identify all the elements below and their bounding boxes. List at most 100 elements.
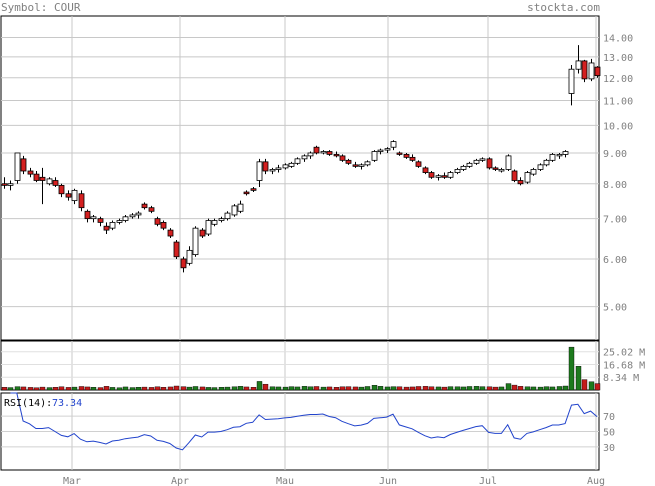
volume-bar <box>390 386 397 391</box>
volume-bar <box>78 386 85 391</box>
price-tick-label: 13.00 <box>603 53 633 64</box>
rsi-label: RSI(14): <box>4 398 52 409</box>
candle-body <box>243 191 250 195</box>
candle-body <box>180 258 187 269</box>
volume-tick-label: 16.68 M <box>603 360 645 371</box>
candle-body <box>46 178 53 185</box>
volume-bar <box>377 386 384 391</box>
candle-body <box>282 164 289 169</box>
candle-body <box>218 218 225 221</box>
volume-bar <box>116 387 123 391</box>
candle-body <box>313 146 320 154</box>
volume-bar <box>435 386 442 391</box>
symbol-value: COUR <box>53 1 81 14</box>
candle-body <box>237 203 244 212</box>
x-tick-label: Aug <box>587 476 605 486</box>
candle-body <box>33 173 40 181</box>
x-tick-label: Mar <box>63 476 81 486</box>
volume-bar <box>530 386 537 391</box>
volume-bar <box>428 386 435 391</box>
candle-body <box>428 172 435 178</box>
candle-body <box>396 152 403 155</box>
candle-body <box>377 149 384 152</box>
candle-body <box>71 189 78 202</box>
volume-bar <box>243 386 250 391</box>
candle-body <box>364 161 371 166</box>
volume-bar <box>339 386 346 391</box>
volume-bar <box>415 386 422 391</box>
volume-bar <box>466 386 473 391</box>
candle-body <box>1 183 8 186</box>
candle-body <box>447 172 454 178</box>
volume-bar <box>20 386 27 391</box>
candle-body <box>466 162 473 167</box>
candle-body <box>333 154 340 157</box>
candle-body <box>52 180 59 186</box>
candle-body <box>148 207 155 212</box>
volume-bar <box>97 387 104 391</box>
volume-bar <box>269 386 276 391</box>
volume-bar <box>581 379 588 391</box>
candle-body <box>122 216 129 221</box>
candle-body <box>409 156 416 161</box>
volume-bar <box>218 387 225 391</box>
candle-body <box>473 159 480 164</box>
candle-body <box>288 162 295 167</box>
candle-body <box>326 151 333 155</box>
volume-bar <box>173 385 180 391</box>
volume-bar <box>103 386 110 391</box>
x-tick-label: Jul <box>479 476 497 486</box>
volume-bar <box>333 387 340 391</box>
symbol-header: Symbol: COUR <box>1 1 80 14</box>
candle-body <box>141 203 148 209</box>
volume-bar <box>396 386 403 391</box>
volume-bar <box>237 386 244 391</box>
volume-bar <box>301 386 308 391</box>
volume-bar <box>224 386 231 391</box>
volume-bar <box>84 386 91 391</box>
volume-bar <box>409 386 416 391</box>
volume-bar <box>154 386 161 391</box>
candle-body <box>154 218 161 225</box>
volume-bar <box>498 386 505 391</box>
candle-body <box>568 68 575 94</box>
candle-body <box>20 158 27 172</box>
candle-body <box>167 229 174 237</box>
candle-body <box>294 158 301 164</box>
x-tick-label: Mau <box>276 476 294 486</box>
volume-bar <box>313 386 320 391</box>
volume-bar <box>307 386 314 391</box>
candle-body <box>505 155 512 170</box>
candle-body <box>511 170 518 181</box>
candle-body <box>339 155 346 161</box>
price-tick-label: 5.00 <box>603 303 627 314</box>
symbol-label: Symbol: <box>1 1 48 14</box>
rsi-tick-label: 30 <box>603 443 615 454</box>
volume-bar <box>148 387 155 391</box>
volume-bar <box>90 387 97 391</box>
candle-body <box>384 148 391 151</box>
candle-body <box>403 154 410 158</box>
candle-body <box>231 205 238 216</box>
volume-bar <box>199 386 206 391</box>
price-tick-label: 12.00 <box>603 74 633 85</box>
candle-body <box>135 212 142 216</box>
candle-body <box>186 249 193 264</box>
price-tick-label: 14.00 <box>603 33 633 44</box>
candle-body <box>192 227 199 256</box>
candle-body <box>262 161 269 172</box>
candle-body <box>269 169 276 172</box>
volume-bar <box>39 386 46 391</box>
price-panel <box>0 15 600 341</box>
candle-body <box>498 169 505 172</box>
candle-body <box>435 175 442 178</box>
candle-body <box>199 229 206 237</box>
candle-body <box>84 210 91 220</box>
candle-body <box>160 222 167 229</box>
volume-bar <box>441 386 448 391</box>
volume-bar <box>14 386 21 391</box>
candle-body <box>103 225 110 231</box>
candle-body <box>352 164 359 167</box>
volume-bar <box>205 387 212 391</box>
